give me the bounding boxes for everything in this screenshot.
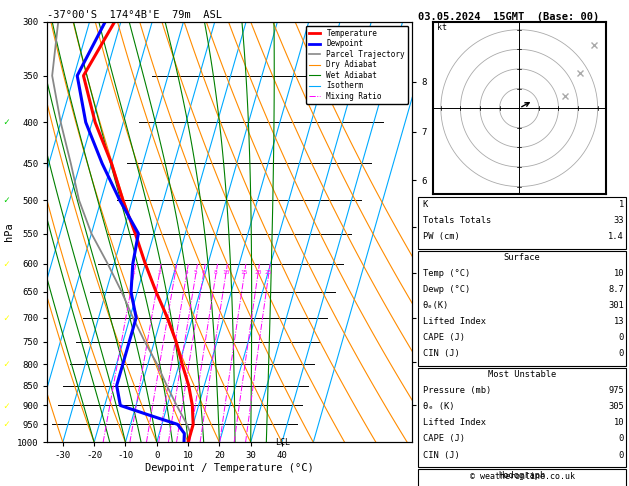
Text: CAPE (J): CAPE (J): [423, 333, 465, 343]
Text: ✓: ✓: [3, 195, 9, 205]
Text: θₑ (K): θₑ (K): [423, 402, 454, 412]
Text: 8: 8: [214, 270, 218, 276]
Text: 305: 305: [608, 402, 624, 412]
Text: 10: 10: [222, 270, 230, 276]
Text: ✓: ✓: [3, 419, 9, 429]
Text: kt: kt: [437, 23, 447, 32]
Y-axis label: hPa: hPa: [4, 223, 14, 242]
Text: CAPE (J): CAPE (J): [423, 434, 465, 444]
Text: ✓: ✓: [3, 359, 9, 369]
Y-axis label: km
ASL: km ASL: [443, 223, 459, 242]
Text: -37°00'S  174°4B'E  79m  ASL: -37°00'S 174°4B'E 79m ASL: [47, 10, 222, 20]
Text: 0: 0: [619, 451, 624, 460]
Text: LCL: LCL: [275, 438, 290, 447]
Text: Temp (°C): Temp (°C): [423, 269, 470, 278]
Text: ✓: ✓: [3, 259, 9, 269]
Text: 0: 0: [619, 434, 624, 444]
Text: Totals Totals: Totals Totals: [423, 216, 491, 225]
Text: CIN (J): CIN (J): [423, 451, 459, 460]
Text: θₑ(K): θₑ(K): [423, 301, 449, 311]
Text: 1: 1: [619, 200, 624, 209]
Text: 301: 301: [608, 301, 624, 311]
Text: ✓: ✓: [3, 400, 9, 411]
Text: Pressure (mb): Pressure (mb): [423, 386, 491, 396]
Text: Lifted Index: Lifted Index: [423, 418, 486, 428]
X-axis label: Dewpoint / Temperature (°C): Dewpoint / Temperature (°C): [145, 463, 314, 473]
Text: 15: 15: [240, 270, 248, 276]
Text: 20: 20: [254, 270, 262, 276]
Text: CIN (J): CIN (J): [423, 349, 459, 359]
Text: 3: 3: [173, 270, 177, 276]
Text: 8.7: 8.7: [608, 285, 624, 295]
Text: PW (cm): PW (cm): [423, 232, 459, 241]
Text: © weatheronline.co.uk: © weatheronline.co.uk: [470, 472, 574, 481]
Legend: Temperature, Dewpoint, Parcel Trajectory, Dry Adiabat, Wet Adiabat, Isotherm, Mi: Temperature, Dewpoint, Parcel Trajectory…: [306, 26, 408, 104]
Text: 10: 10: [613, 418, 624, 428]
Text: 5: 5: [194, 270, 198, 276]
Text: Dewp (°C): Dewp (°C): [423, 285, 470, 295]
Text: 4: 4: [184, 270, 188, 276]
Text: 33: 33: [613, 216, 624, 225]
Text: 1: 1: [131, 270, 135, 276]
Text: Most Unstable: Most Unstable: [488, 370, 556, 380]
Text: 975: 975: [608, 386, 624, 396]
Text: 10: 10: [613, 269, 624, 278]
Text: 03.05.2024  15GMT  (Base: 00): 03.05.2024 15GMT (Base: 00): [418, 12, 599, 22]
Text: ✓: ✓: [3, 117, 9, 127]
Text: 0: 0: [619, 349, 624, 359]
Text: Hodograph: Hodograph: [498, 471, 546, 481]
Text: 0: 0: [619, 333, 624, 343]
Text: 6: 6: [201, 270, 205, 276]
Text: ✓: ✓: [3, 312, 9, 323]
Text: Lifted Index: Lifted Index: [423, 317, 486, 327]
Text: 13: 13: [613, 317, 624, 327]
Text: K: K: [423, 200, 428, 209]
Text: 25: 25: [265, 270, 272, 276]
Text: 1.4: 1.4: [608, 232, 624, 241]
Text: Surface: Surface: [504, 253, 540, 262]
Text: 2: 2: [157, 270, 161, 276]
